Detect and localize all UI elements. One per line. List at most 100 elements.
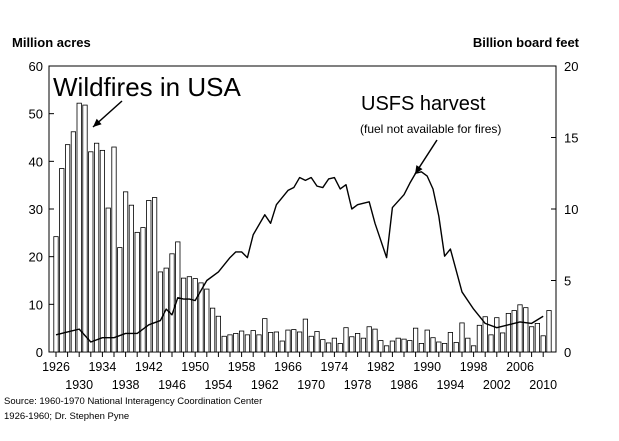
x-tick-label-1962: 1962 — [251, 378, 279, 392]
wildfire-bar-1951 — [198, 282, 204, 353]
wildfire-bar-1985 — [395, 337, 401, 353]
wildfire-bar-1989 — [418, 343, 425, 353]
wildfire-bar-1972 — [320, 339, 326, 353]
wildfire-bar-1977 — [349, 336, 355, 353]
x-tick-label-2002: 2002 — [483, 378, 511, 392]
wildfire-bar-1943 — [151, 197, 158, 353]
x-tick-label-1970: 1970 — [297, 378, 325, 392]
wildfire-bar-2007 — [523, 307, 529, 353]
wildfire-bar-1929 — [70, 131, 76, 353]
wildfire-bar-1936 — [111, 146, 117, 353]
wildfire-bar-1954 — [215, 315, 221, 353]
right-tick-label-15: 15 — [564, 131, 578, 146]
wildfire-bar-1994 — [447, 332, 454, 353]
right-tick-label-20: 20 — [564, 59, 578, 74]
wildfire-bar-1928 — [65, 144, 71, 353]
wildfire-bar-1941 — [140, 227, 146, 353]
wildfire-bar-1927 — [59, 168, 65, 353]
x-tick-label-2006: 2006 — [506, 360, 534, 374]
wildfire-bar-1987 — [407, 340, 413, 353]
wildfire-bar-1988 — [412, 327, 419, 353]
left-tick-label-50: 50 — [29, 107, 43, 122]
wildfire-bar-1948 — [180, 277, 187, 353]
wildfire-bar-1982 — [378, 340, 384, 353]
wildfire-bar-2010 — [540, 335, 546, 353]
right-tick-label-5: 5 — [564, 274, 571, 289]
x-tick-label-1930: 1930 — [65, 378, 93, 392]
x-tick-label-1950: 1950 — [181, 360, 209, 374]
wildfire-bar-1971 — [314, 331, 320, 353]
wildfire-bar-1958 — [238, 330, 245, 353]
wildfire-bar-1956 — [227, 334, 233, 353]
x-tick-label-1994: 1994 — [436, 378, 464, 392]
wildfire-bar-1968 — [296, 331, 303, 353]
wildfire-bar-1939 — [128, 204, 134, 353]
x-tick-label-1990: 1990 — [413, 360, 441, 374]
source-line-1: Source: 1960-1970 National Interagency C… — [4, 396, 263, 407]
wildfire-bar-2001 — [488, 334, 494, 353]
wildfire-bar-1983 — [383, 345, 390, 353]
wildfire-bar-1946 — [169, 253, 175, 353]
wildfire-bar-1974 — [331, 337, 338, 353]
wildfire-bar-1935 — [105, 207, 111, 353]
wildfire-bar-1950 — [192, 278, 198, 353]
x-tick-label-1998: 1998 — [460, 360, 488, 374]
wildfire-bar-1952 — [204, 288, 210, 353]
wildfire-bar-1961 — [256, 334, 262, 353]
wildfire-bar-1957 — [233, 333, 239, 353]
annotation-usfs-harvest: USFS harvest — [361, 93, 486, 115]
wildfire-bar-2008 — [529, 326, 535, 353]
left-tick-label-40: 40 — [29, 154, 43, 169]
harvest-line — [55, 171, 544, 343]
wildfire-bar-1959 — [244, 334, 250, 353]
wildfire-bar-1969 — [302, 318, 309, 353]
wildfire-bar-1992 — [436, 341, 442, 353]
wildfire-bar-1953 — [209, 307, 216, 353]
annotation-fuel-note: (fuel not available for fires) — [360, 122, 501, 136]
wildfire-bar-1937 — [117, 247, 123, 353]
wildfire-bar-1933 — [94, 142, 100, 353]
harvest-arrow-head — [415, 165, 423, 174]
x-tick-label-1946: 1946 — [158, 378, 186, 392]
right-axis-label: Billion board feet — [473, 35, 580, 50]
wildfire-bar-1970 — [308, 335, 314, 353]
x-tick-label-1966: 1966 — [274, 360, 302, 374]
left-tick-label-20: 20 — [29, 250, 43, 265]
wildfire-bar-2005 — [511, 310, 517, 353]
left-tick-label-0: 0 — [36, 345, 43, 360]
wildfire-bar-2002 — [494, 317, 500, 353]
wildfire-bar-1973 — [325, 342, 332, 353]
wildfires-arrow-head — [93, 118, 102, 127]
x-tick-label-1958: 1958 — [228, 360, 256, 374]
wildfire-bar-1934 — [99, 149, 105, 353]
wildfire-bar-1964 — [273, 331, 280, 353]
wildfire-bar-1962 — [262, 318, 268, 353]
wildfire-bar-1978 — [354, 333, 361, 353]
left-tick-label-10: 10 — [29, 297, 43, 312]
wildfire-bar-1995 — [453, 342, 459, 353]
x-tick-label-2010: 2010 — [529, 378, 557, 392]
x-tick-label-1978: 1978 — [344, 378, 372, 392]
wildfire-bar-1999 — [476, 324, 483, 353]
wildfire-bar-1965 — [279, 340, 285, 353]
wildfire-bar-1991 — [430, 337, 436, 353]
x-tick-label-1942: 1942 — [135, 360, 163, 374]
wildfire-bar-2004 — [505, 312, 512, 353]
x-tick-label-1934: 1934 — [88, 360, 116, 374]
wildfire-bar-2009 — [534, 322, 541, 353]
wildfire-bar-1932 — [88, 151, 94, 353]
wildfire-bar-1996 — [459, 322, 465, 353]
left-axis-label: Million acres — [12, 35, 91, 50]
wildfire-bar-1955 — [221, 335, 227, 353]
annotation-wildfires: Wildfires in USA — [53, 72, 241, 102]
wildfire-bar-1967 — [291, 329, 297, 353]
x-tick-label-1974: 1974 — [320, 360, 348, 374]
wildfire-bar-1976 — [343, 327, 349, 353]
wildfire-bar-1998 — [470, 345, 477, 353]
wildfire-bar-1963 — [267, 332, 274, 353]
x-tick-label-1938: 1938 — [112, 378, 140, 392]
wildfire-bar-1981 — [372, 328, 378, 353]
wildfire-bar-1984 — [389, 340, 396, 353]
wildfire-bar-1938 — [123, 191, 129, 353]
